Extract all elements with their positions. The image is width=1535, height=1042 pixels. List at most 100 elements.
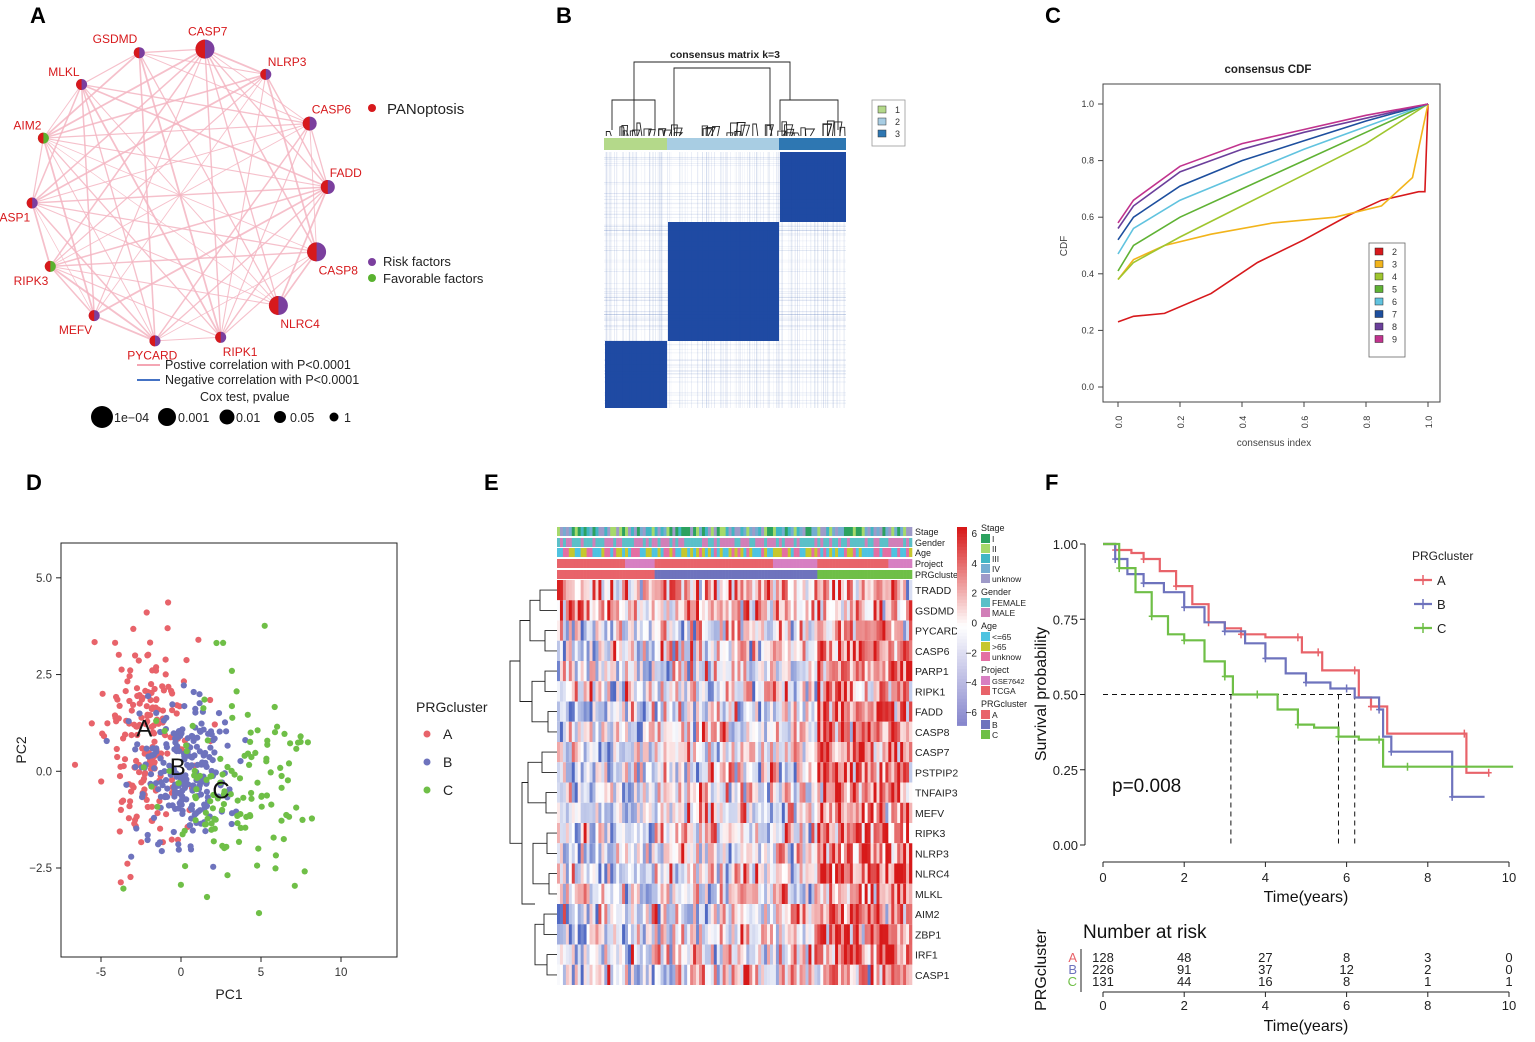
annotation-cell <box>897 527 901 536</box>
annotation-cell <box>808 559 812 568</box>
heatmap-cell <box>849 640 854 661</box>
node-half <box>195 39 205 59</box>
heatmap-cell <box>746 823 750 844</box>
annotation-cell <box>752 570 756 579</box>
heatmap-cell <box>758 661 762 682</box>
heatmap-cell <box>734 742 738 763</box>
heatmap-cell <box>826 620 830 641</box>
heatmap-cell <box>823 823 827 844</box>
heatmap-cell <box>565 762 570 783</box>
heatmap-cell <box>793 823 797 844</box>
annotation-cell <box>651 527 655 536</box>
pca-point-a <box>118 666 125 673</box>
heatmap-cell <box>716 924 721 945</box>
legend-block-item: A <box>992 710 998 720</box>
risk-count: 91 <box>1177 962 1191 977</box>
pca-point-b <box>188 762 195 769</box>
heatmap-cell <box>808 600 812 621</box>
heatmap-cell <box>906 802 910 823</box>
annotation-cell <box>775 559 780 568</box>
heatmap-cell <box>752 843 756 864</box>
annotation-cell <box>663 527 667 536</box>
heatmap-cell <box>725 762 729 783</box>
heatmap-cell <box>630 620 635 641</box>
heatmap-cell <box>660 600 664 621</box>
heatmap-cell <box>681 782 685 803</box>
heatmap-cell <box>805 742 809 763</box>
heatmap-cell <box>858 964 863 985</box>
heatmap-cell <box>823 802 827 823</box>
heatmap-cell <box>725 863 729 884</box>
heatmap-cell <box>882 823 886 844</box>
heatmap-cell <box>589 721 593 742</box>
heatmap-cells <box>557 580 913 985</box>
heatmap-cell <box>568 823 573 844</box>
heatmap-cell <box>870 883 874 904</box>
heatmap-cell <box>752 580 756 601</box>
heatmap-cell <box>882 863 886 884</box>
network-edge <box>50 265 221 338</box>
heatmap-cell <box>704 640 709 661</box>
heatmap-cell <box>858 924 863 945</box>
annotation-cell <box>734 527 738 536</box>
heatmap-cell <box>796 944 800 965</box>
heatmap-cell <box>826 802 830 823</box>
heatmap-cell <box>864 640 868 661</box>
heatmap-cell <box>832 883 836 904</box>
pca-point-c <box>227 791 234 798</box>
heatmap-cell <box>846 721 851 742</box>
heatmap-cell <box>707 944 712 965</box>
heatmap-cell <box>577 580 581 601</box>
heatmap-cell <box>838 762 842 783</box>
pca-point-b <box>196 691 203 698</box>
heatmap-cell <box>772 944 777 965</box>
legend-block-swatch <box>981 720 990 729</box>
heatmap-cell <box>633 742 638 763</box>
heatmap-cell <box>713 721 718 742</box>
heatmap-cell <box>835 580 839 601</box>
heatmap-cell <box>752 742 756 763</box>
annotation-label: Stage <box>915 527 939 537</box>
heatmap-cell <box>719 944 723 965</box>
heatmap-cell <box>690 661 694 682</box>
pca-point-c <box>192 817 199 824</box>
pca-point-a <box>127 798 134 805</box>
heatmap-cell <box>808 681 812 702</box>
heatmap-cell <box>835 802 839 823</box>
annotation-cell <box>752 548 756 557</box>
heatmap-cell <box>690 904 694 925</box>
pca-point-a <box>113 718 120 725</box>
annotation-cell <box>894 527 898 536</box>
heatmap-cell <box>897 661 901 682</box>
heatmap-cell <box>633 782 638 803</box>
annotation-cell <box>784 570 789 579</box>
pca-point-c <box>248 789 255 797</box>
pca-point-c <box>183 748 190 755</box>
annotation-cell <box>900 538 904 547</box>
heatmap-cell <box>775 904 780 925</box>
heatmap-cell <box>583 661 587 682</box>
pca-point-b <box>210 737 217 744</box>
heatmap-cell <box>767 823 771 844</box>
heatmap-cell <box>586 863 590 884</box>
annotation-cell <box>633 570 638 579</box>
heatmap-cell <box>633 620 638 641</box>
heatmap-cell <box>628 904 632 925</box>
heatmap-cell <box>802 600 806 621</box>
pca-point-c <box>214 795 221 802</box>
heatmap-cell <box>846 823 851 844</box>
annotation-cell <box>867 548 871 557</box>
heatmap-cell <box>562 640 567 661</box>
heatmap-legends: StageIIIIIIIVunknowGenderFEMALEMALEAge<=… <box>981 523 1027 740</box>
heatmap-cell <box>882 883 886 904</box>
heatmap-cell <box>722 681 726 702</box>
heatmap-cell <box>684 681 688 702</box>
heatmap-cell <box>740 964 744 985</box>
annotation-cell <box>580 527 584 536</box>
heatmap-cell <box>888 863 892 884</box>
node-half <box>302 116 310 131</box>
heatmap-cell <box>699 742 703 763</box>
annotation-cell <box>681 570 685 579</box>
annotation-cell <box>799 559 803 568</box>
